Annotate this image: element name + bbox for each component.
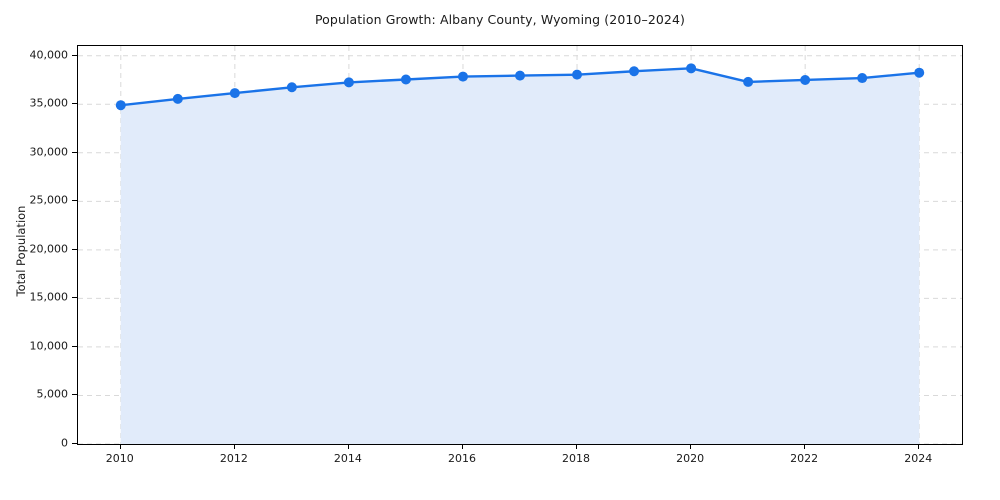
data-point-marker xyxy=(115,100,126,111)
data-point-markers xyxy=(115,63,925,111)
data-point-marker xyxy=(857,73,868,84)
x-axis-tick-label: 2022 xyxy=(790,452,819,465)
x-axis-tick-label: 2024 xyxy=(904,452,933,465)
y-axis-tick-mark xyxy=(72,54,77,56)
x-axis-tick-label: 2016 xyxy=(447,452,476,465)
data-point-marker xyxy=(229,88,240,99)
x-axis-tick-mark xyxy=(347,444,349,449)
y-axis-tick-label: 20,000 xyxy=(29,242,69,256)
y-axis-tick-label: 35,000 xyxy=(29,96,69,110)
y-axis-tick-labels: 0 5,000 10,000 15,000 20,000 25,000 30,000 35,0… xyxy=(0,45,69,449)
data-point-marker xyxy=(515,70,525,81)
data-point-marker xyxy=(172,93,183,104)
data-point-marker xyxy=(343,77,354,88)
x-axis-tick-mark xyxy=(119,444,121,449)
y-axis-tick-marks xyxy=(0,45,77,444)
data-point-marker xyxy=(572,69,583,80)
y-axis-tick-label: 0 xyxy=(61,436,68,450)
y-axis-tick-mark xyxy=(72,394,77,396)
data-point-marker xyxy=(914,67,925,78)
data-point-marker xyxy=(800,74,811,85)
x-axis-tick-label: 2010 xyxy=(105,452,134,465)
y-axis-tick-mark xyxy=(72,443,77,444)
x-axis-tick-label: 2012 xyxy=(219,452,248,465)
x-axis-tick-labels: 2010 2012 2014 2016 2018 2020 2022 2024 xyxy=(77,452,961,472)
y-axis-tick-mark xyxy=(72,151,77,153)
y-axis-tick-label: 5,000 xyxy=(36,387,69,401)
y-axis-tick-label: 15,000 xyxy=(29,290,69,304)
area-fill xyxy=(120,68,920,444)
x-axis-tick-label: 2014 xyxy=(333,452,362,465)
x-axis-tick-mark xyxy=(690,444,692,449)
y-axis-tick-mark xyxy=(72,200,77,202)
data-point-marker xyxy=(286,82,297,93)
x-axis-tick-marks xyxy=(77,444,961,450)
y-axis-tick-label: 40,000 xyxy=(29,48,69,62)
x-axis-tick-mark xyxy=(461,444,463,449)
x-axis-tick-mark xyxy=(233,444,235,449)
y-axis-tick-mark xyxy=(72,248,77,250)
data-point-marker xyxy=(629,66,640,77)
y-axis-tick-label: 10,000 xyxy=(29,339,69,353)
data-point-marker xyxy=(400,74,411,85)
x-axis-tick-mark xyxy=(918,444,920,449)
data-point-marker xyxy=(743,76,754,87)
data-point-marker xyxy=(457,71,468,82)
x-axis-tick-mark xyxy=(804,444,806,449)
plot-area xyxy=(77,45,963,445)
x-axis-tick-label: 2020 xyxy=(676,452,705,465)
population-line-chart xyxy=(78,46,962,444)
data-point-marker xyxy=(686,63,697,74)
y-axis-tick-mark xyxy=(72,297,77,299)
y-axis-tick-mark xyxy=(72,103,77,105)
chart-title: Population Growth: Albany County, Wyomin… xyxy=(314,12,686,27)
y-axis-tick-mark xyxy=(72,345,77,347)
x-axis-tick-label: 2018 xyxy=(562,452,591,465)
y-axis-tick-label: 25,000 xyxy=(29,193,69,207)
x-axis-tick-mark xyxy=(576,444,578,449)
y-axis-tick-label: 30,000 xyxy=(29,145,69,159)
